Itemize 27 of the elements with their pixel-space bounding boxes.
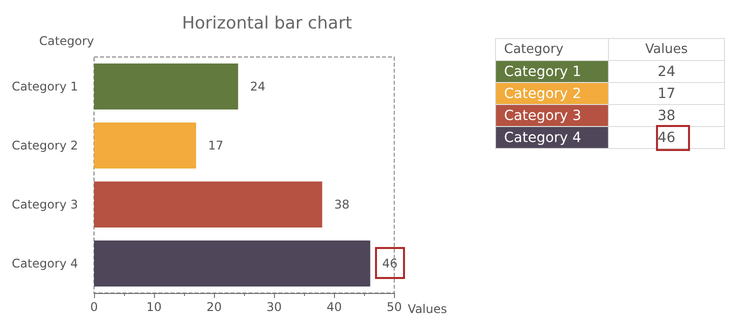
- y-tick-label: Category 2: [12, 138, 78, 152]
- x-tick-label: 10: [146, 300, 162, 314]
- data-label: 46: [382, 256, 398, 270]
- data-label: 17: [208, 138, 224, 152]
- y-tick-label: Category 4: [12, 256, 78, 270]
- text: 17: [658, 86, 676, 102]
- text: Category: [504, 42, 564, 57]
- x-axis-title: Values: [408, 302, 448, 316]
- x-tick-label: 40: [326, 300, 342, 314]
- y-axis-title: Category: [39, 34, 94, 48]
- chart-title: Horizontal bar chart: [182, 14, 352, 34]
- x-tick-label: 30: [266, 300, 282, 314]
- category-label: Category 2: [504, 86, 582, 102]
- x-tick-label: 50: [386, 300, 402, 314]
- y-tick-label: Category 1: [12, 80, 78, 94]
- text: 46: [658, 130, 676, 146]
- y-tick-label: Category 3: [12, 198, 78, 212]
- text: Values: [645, 42, 688, 57]
- x-tick-label: 0: [90, 300, 98, 314]
- category-label: Category 3: [504, 108, 582, 124]
- text: 24: [658, 64, 676, 80]
- text: 38: [658, 108, 676, 124]
- data-label: 38: [334, 198, 350, 212]
- data-label: 24: [250, 80, 266, 94]
- category-label: Category 4: [504, 130, 582, 146]
- x-tick-label: 20: [206, 300, 222, 314]
- category-label: Category 1: [504, 64, 582, 80]
